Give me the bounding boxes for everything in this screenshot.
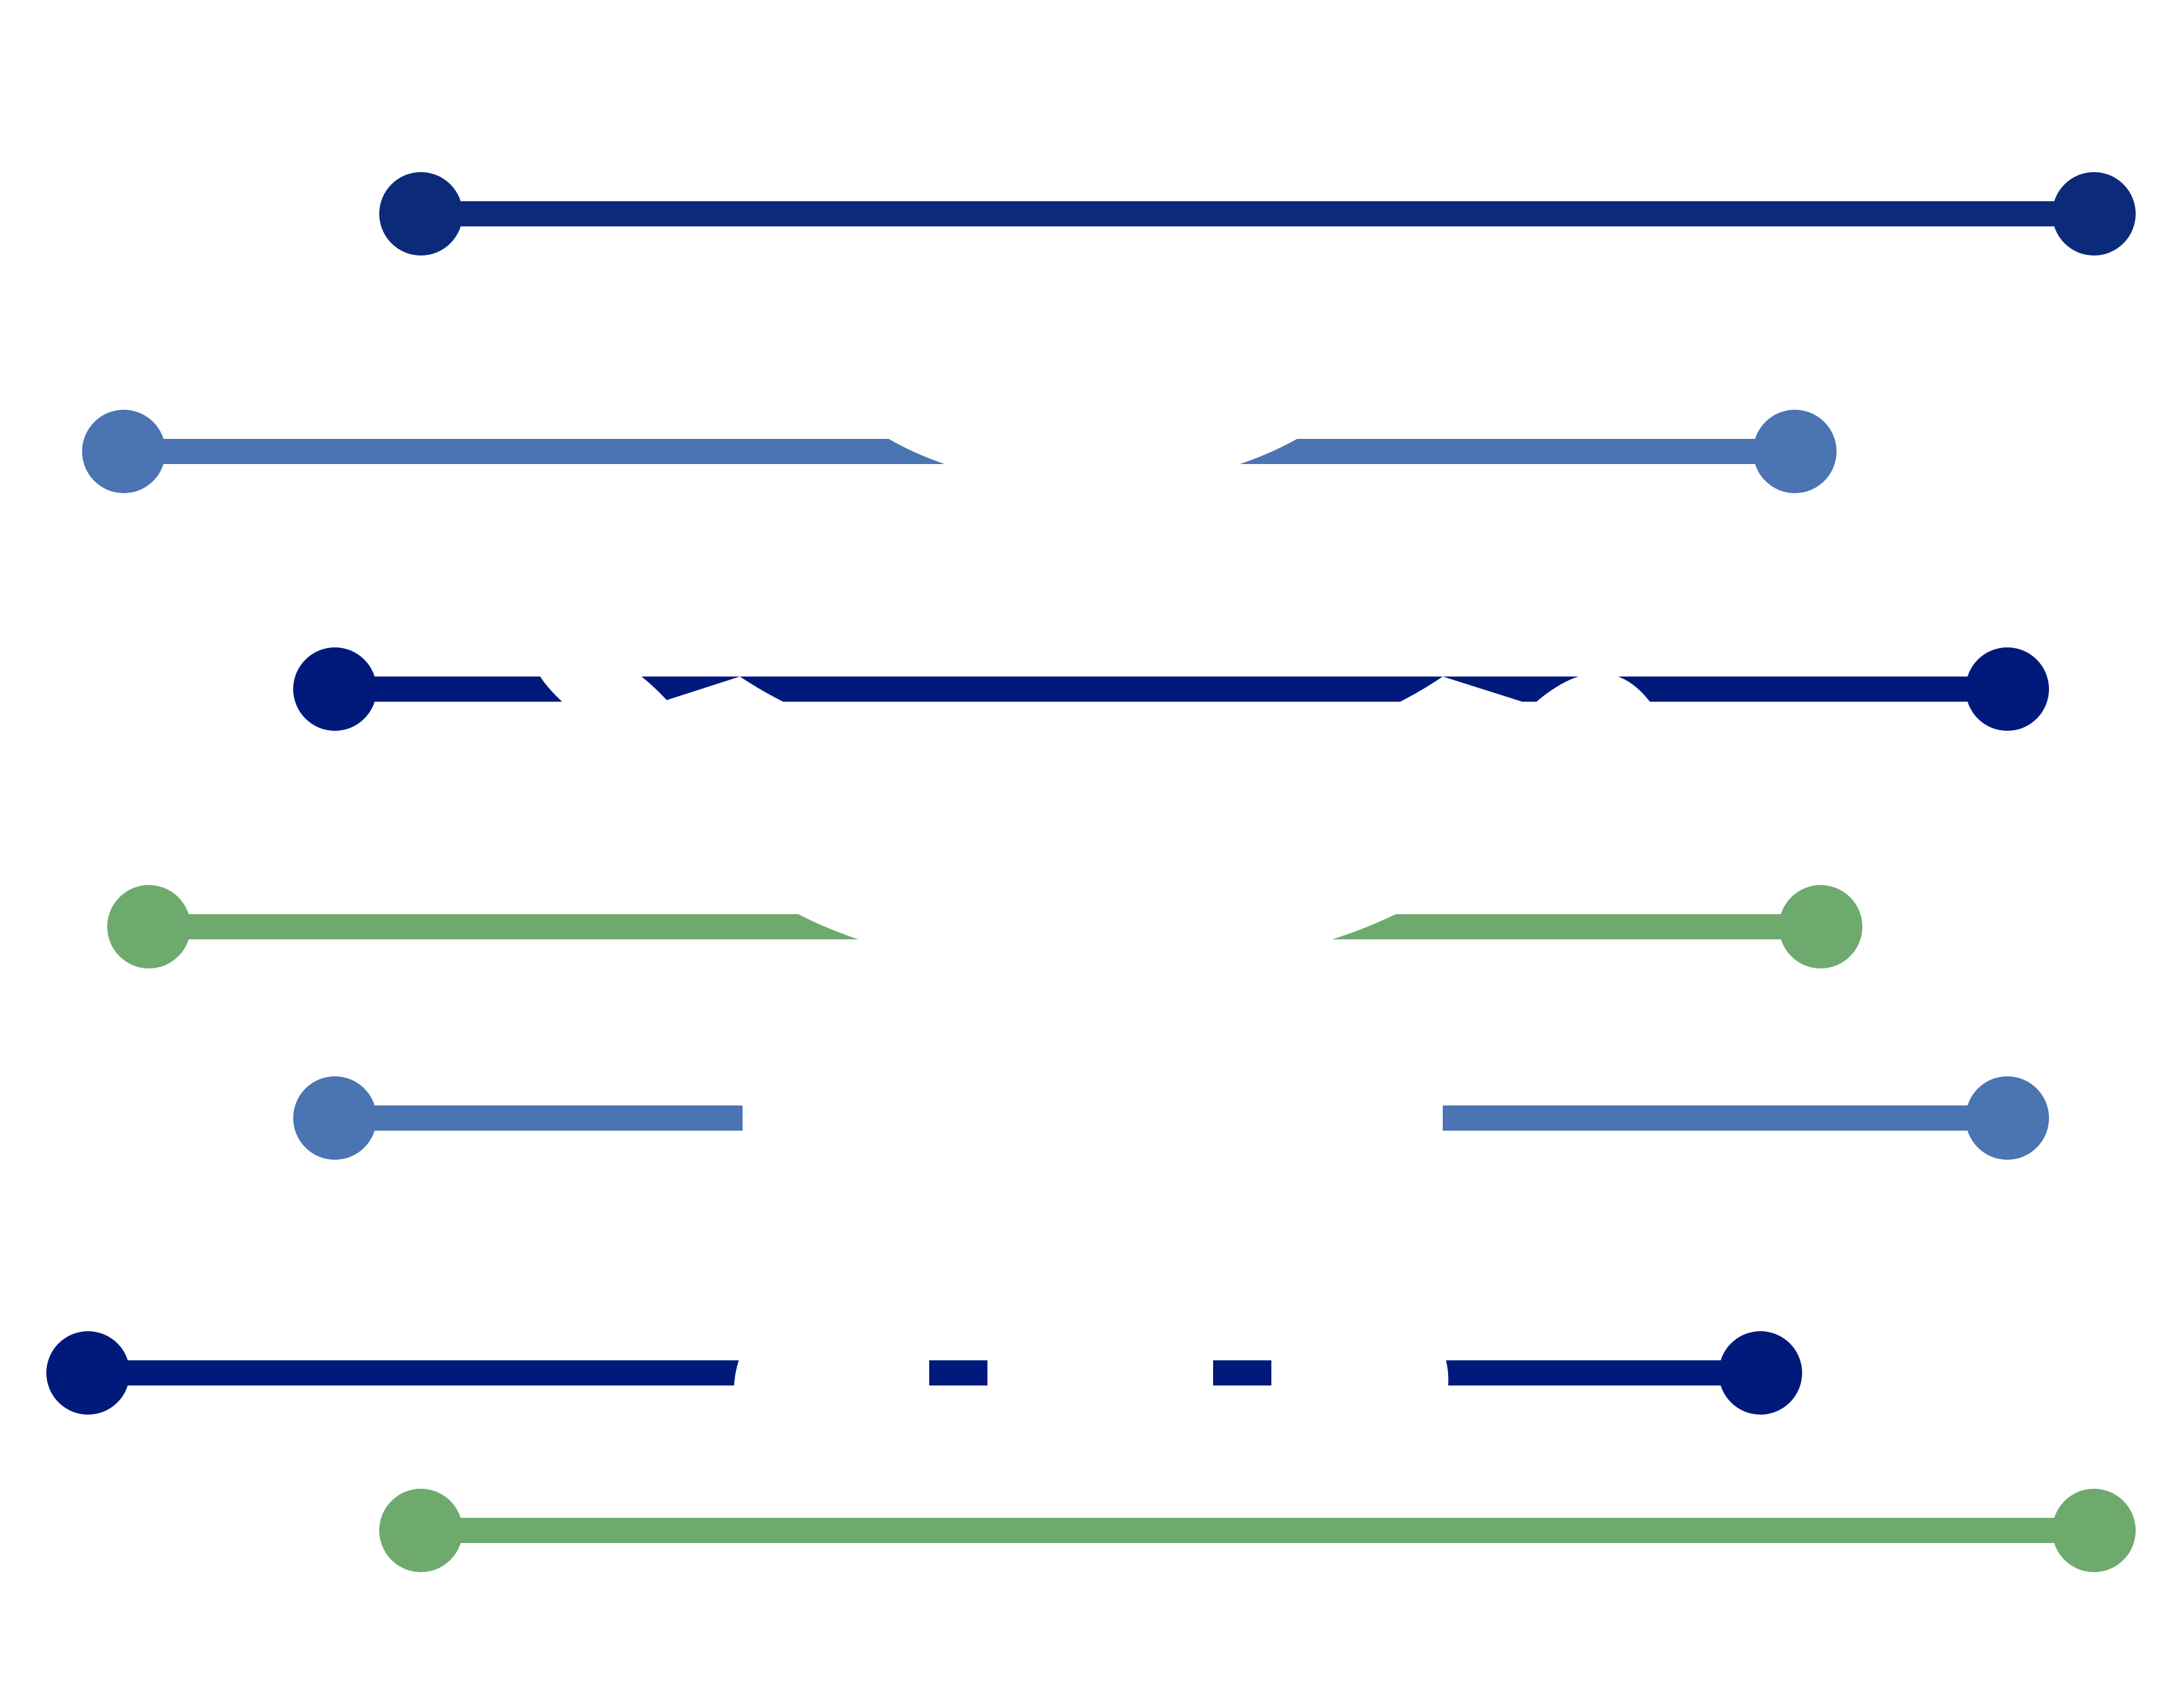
node-left	[82, 410, 165, 493]
node-left	[293, 1076, 377, 1160]
node-left	[379, 1489, 463, 1572]
node-left	[379, 172, 463, 256]
node-right	[1966, 647, 2049, 731]
node-left	[107, 885, 191, 968]
node-left	[46, 1331, 130, 1415]
connector-line-1	[379, 172, 2136, 256]
node-right	[1753, 410, 1837, 493]
node-right	[1779, 885, 1862, 968]
node-right	[1719, 1331, 1802, 1415]
node-right	[1966, 1076, 2049, 1160]
connector-line-7	[379, 1489, 2136, 1572]
node-right	[2052, 1489, 2136, 1572]
node-right	[2052, 172, 2136, 256]
person-icon	[537, 311, 1655, 1430]
node-left	[293, 647, 377, 731]
gap-dashes	[929, 1360, 1271, 1385]
